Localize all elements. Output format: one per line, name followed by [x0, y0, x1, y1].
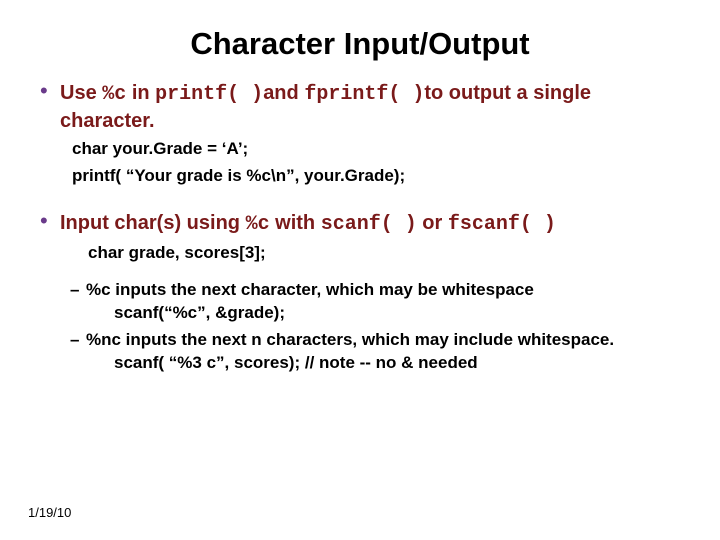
bullet-2-text: Input char(s) using %c with scanf( ) or … — [60, 210, 682, 238]
b1-mid1: in — [126, 82, 155, 104]
dash-1: %c inputs the next character, which may … — [70, 279, 682, 325]
b2-code3: fscanf( ) — [448, 213, 556, 236]
b2-code-line-a: char grade, scores[3]; — [88, 242, 682, 265]
b1-mid2: and — [263, 82, 304, 104]
bullet-list: Use %c in printf( )and fprintf( )to outp… — [38, 80, 682, 375]
dash-2: %nc inputs the next n characters, which … — [70, 329, 682, 375]
b2-code1: %c — [246, 213, 270, 236]
bullet-1: Use %c in printf( )and fprintf( )to outp… — [60, 80, 682, 188]
slide-title: Character Input/Output — [38, 26, 682, 62]
b1-pre: Use — [60, 82, 102, 104]
dash-list: %c inputs the next character, which may … — [70, 279, 682, 375]
bullet-1-text: Use %c in printf( )and fprintf( )to outp… — [60, 80, 682, 134]
slide-date: 1/19/10 — [28, 505, 71, 520]
b2-pre: Input char(s) using — [60, 212, 246, 234]
dash-1-code: scanf(“%c”, &grade); — [86, 302, 682, 325]
dash-2-text: %nc inputs the next n characters, which … — [86, 330, 614, 349]
b1-code-line-b: printf( “Your grade is %c\n”, your.Grade… — [72, 165, 682, 188]
b1-code2: printf( ) — [155, 83, 263, 106]
b2-code2: scanf( ) — [321, 213, 417, 236]
b2-mid2: or — [417, 212, 448, 234]
b1-code1: %c — [102, 83, 126, 106]
b2-mid1: with — [270, 212, 321, 234]
b1-code3: fprintf( ) — [304, 83, 424, 106]
b1-code-line-a: char your.Grade = ‘A’; — [72, 138, 682, 161]
slide-content: Character Input/Output Use %c in printf(… — [0, 0, 720, 375]
dash-2-code: scanf( “%3 c”, scores); // note -- no & … — [86, 352, 682, 375]
bullet-2: Input char(s) using %c with scanf( ) or … — [60, 210, 682, 375]
dash-1-text: %c inputs the next character, which may … — [86, 280, 534, 299]
